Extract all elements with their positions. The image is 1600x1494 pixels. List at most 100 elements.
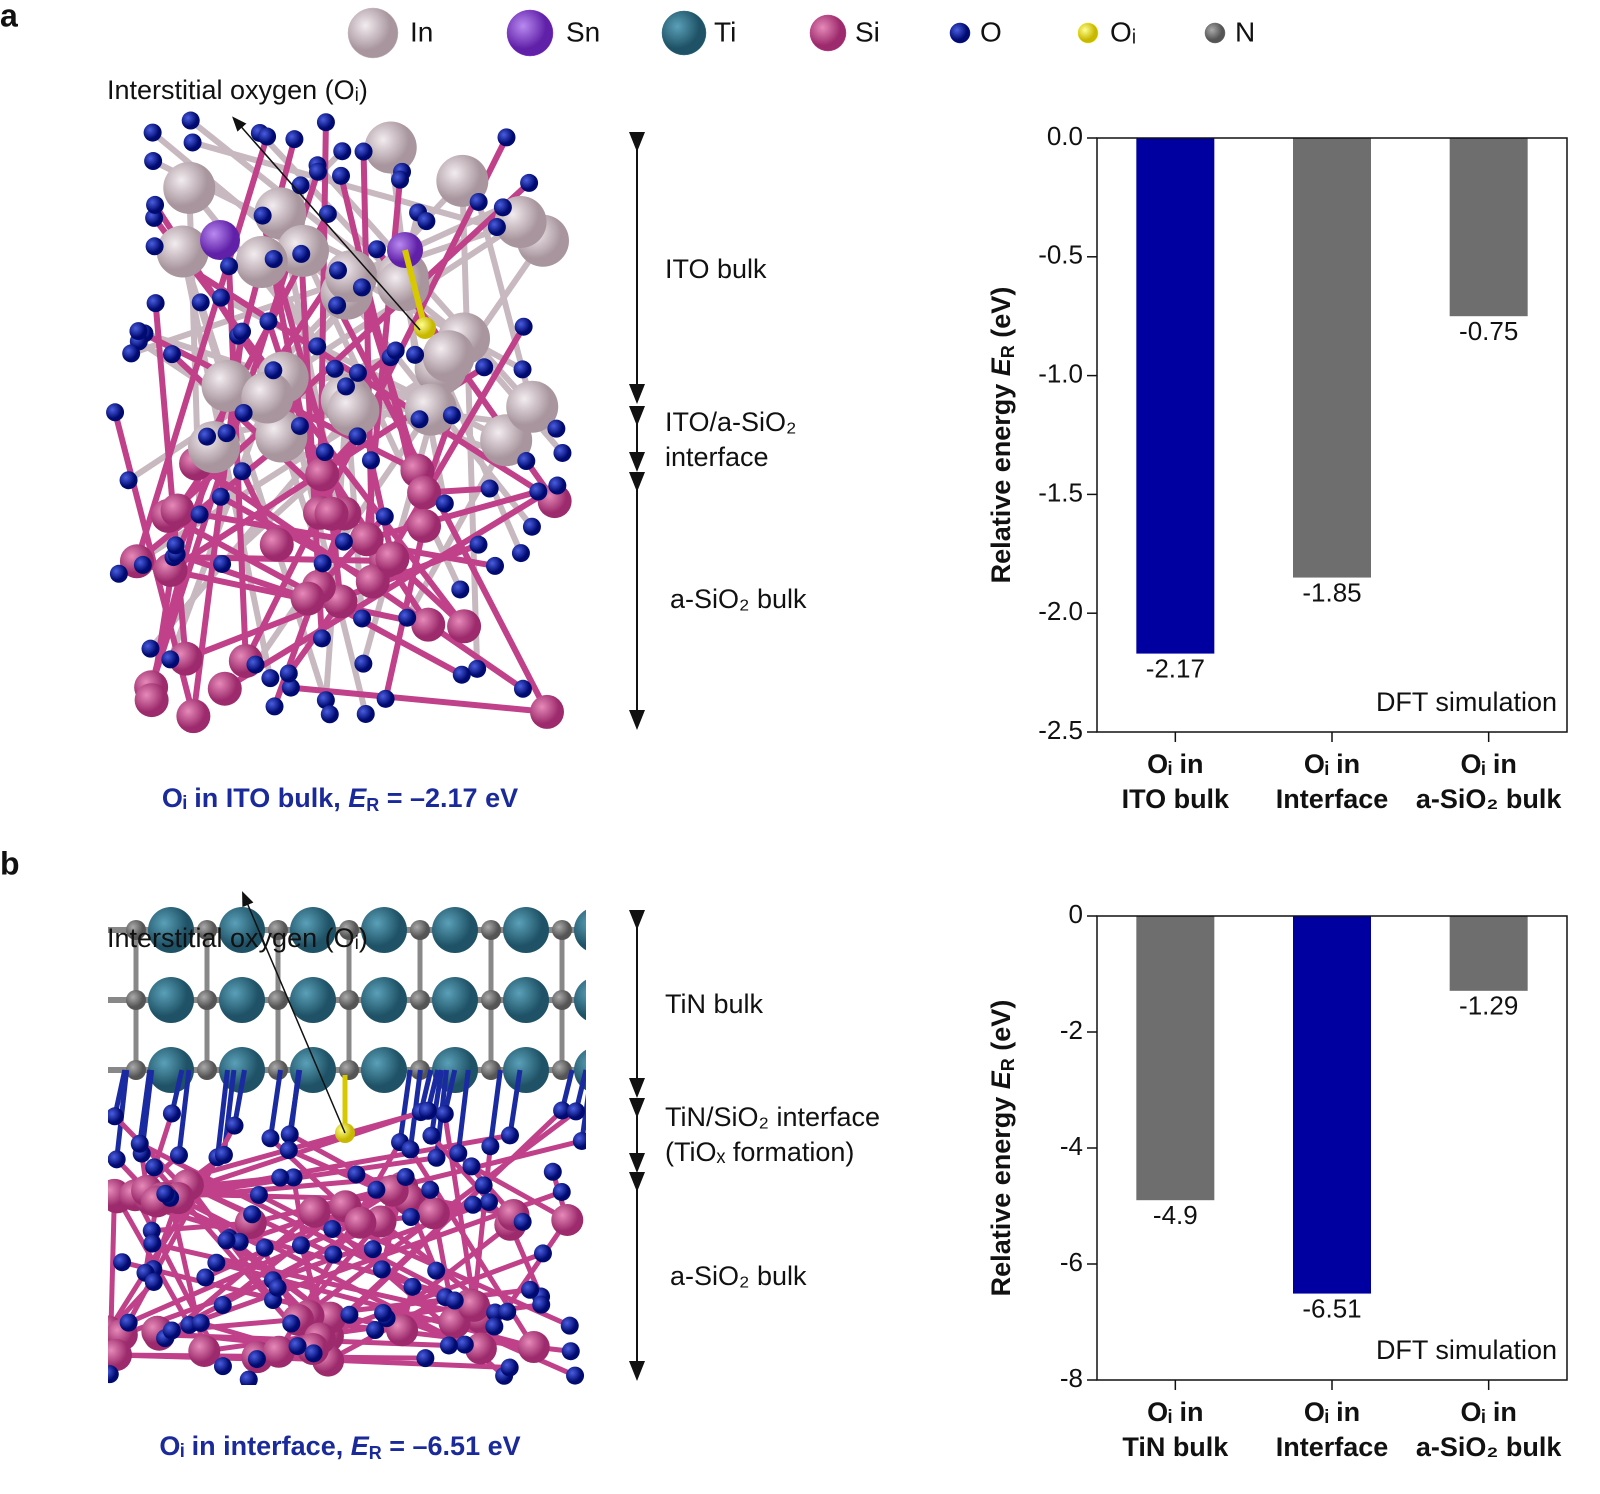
atom [493,198,512,217]
atom [354,654,373,673]
atom [288,1337,307,1356]
atom [520,173,539,192]
bond [579,1093,586,1142]
legend-swatch [949,22,971,44]
atom [312,629,331,648]
atom [291,1236,310,1255]
panel-label: a [0,0,18,33]
atom [427,1261,446,1280]
atom [372,1260,391,1279]
atom [119,471,138,490]
x-tick-label: Oᵢ in Interface [1275,749,1389,814]
atom [552,920,572,940]
atom [156,1184,175,1203]
atom [144,152,163,171]
atom [162,345,181,364]
caption-text: Oᵢ in ITO bulk, [162,783,348,813]
caption-symbol: E [351,1431,370,1461]
atom [511,544,530,563]
bond [232,1069,247,1127]
atom [239,1370,258,1385]
atom [422,330,475,383]
atom [119,1313,138,1332]
atom [156,225,209,278]
legend-swatch [1204,22,1226,44]
caption: Oᵢ in interface, ER = –6.51 eV [159,1431,520,1463]
atom [145,237,164,256]
atom [176,699,211,734]
atom [211,288,230,307]
y-axis-label: Relative energy ER (eV) [986,1000,1018,1297]
atom [108,1365,119,1384]
bond [137,1069,153,1145]
atom [146,294,165,313]
atom [324,1245,343,1264]
atom [290,416,309,435]
atom [376,689,395,708]
y-tick-label: -2 [1060,1015,1083,1045]
atom [361,451,380,470]
atom [304,1344,323,1363]
y-axis-label-sub: R [998,1058,1018,1071]
atom [190,505,209,524]
atom [290,1047,336,1093]
atom [320,705,339,724]
atom [361,977,407,1023]
atom [407,508,442,543]
structure-b [108,907,586,1385]
atom [145,1158,164,1177]
atom [352,278,371,297]
atom [551,1203,584,1236]
region-label: TiN bulk [665,989,764,1019]
atom [145,208,164,227]
atom [418,1101,437,1120]
atom [290,977,336,1023]
atom [169,1146,188,1165]
legend-label: Si [855,16,880,47]
structure-a [106,111,572,734]
atom [318,204,337,223]
bond [268,1069,283,1139]
atom [207,671,242,706]
atom [479,1193,498,1212]
atom [161,650,180,669]
atom [191,1313,210,1332]
atom [435,1104,454,1123]
chart-annotation: DFT simulation [1376,1335,1557,1365]
value-label: -0.75 [1459,316,1518,346]
atom [432,907,478,953]
atom [500,1126,519,1145]
atom [354,142,373,161]
bond [134,135,270,563]
atom [521,1280,540,1299]
atom [487,218,506,237]
atom [230,1232,249,1251]
bar [1293,916,1371,1294]
legend-label: Oᵢ [1110,16,1136,47]
legend-label: In [410,16,433,47]
atom [481,990,501,1010]
atom [284,1168,303,1187]
atom [367,1180,386,1199]
atom [254,187,307,240]
atom [143,123,162,142]
atom [323,1220,342,1239]
atom [481,1137,500,1156]
atom [407,475,442,510]
atom [191,293,210,312]
atom [481,920,501,940]
atom [497,128,516,147]
bond [214,1069,230,1158]
atom [553,1101,572,1120]
atom [485,1317,504,1336]
atom [552,1060,572,1080]
atom [219,977,265,1023]
atom [364,121,417,174]
atom [417,1197,450,1230]
atom [235,236,288,289]
atom [253,206,272,225]
atom [108,1107,124,1126]
plot-frame [1096,137,1568,733]
atom [451,580,470,599]
